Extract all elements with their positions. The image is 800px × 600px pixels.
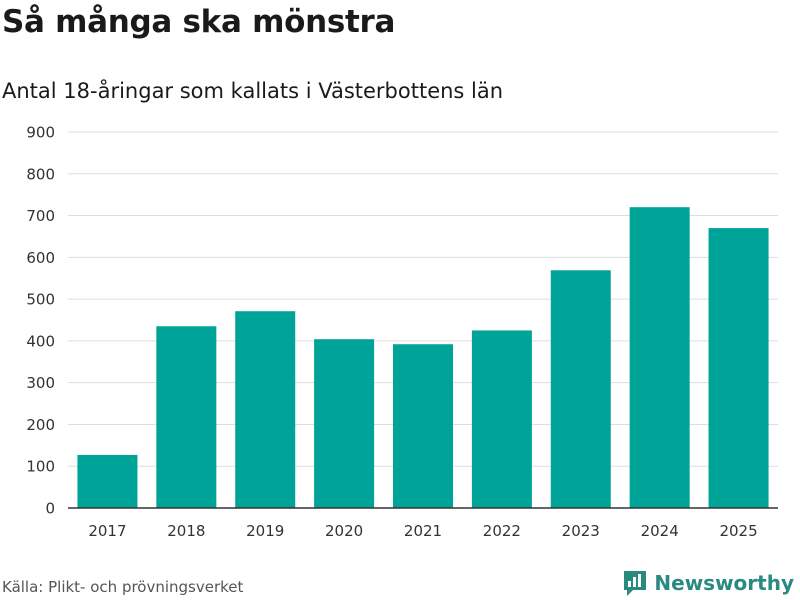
y-tick-label: 600 xyxy=(26,249,55,267)
brand-logo: Newsworthy xyxy=(622,569,794,597)
bar-2024 xyxy=(629,207,690,508)
bar-2025 xyxy=(708,228,769,509)
y-tick-label: 400 xyxy=(26,332,55,350)
brand-name: Newsworthy xyxy=(654,571,794,595)
y-tick-label: 100 xyxy=(26,458,55,476)
source-note: Källa: Plikt- och prövningsverket xyxy=(2,578,244,596)
bar-2021 xyxy=(393,344,453,508)
chart-subtitle: Antal 18-åringar som kallats i Västerbot… xyxy=(2,79,504,103)
y-tick-label: 0 xyxy=(45,500,55,518)
x-tick-label: 2019 xyxy=(246,522,284,540)
bar-2018 xyxy=(156,326,217,508)
y-tick-label: 700 xyxy=(26,207,55,225)
bar-2022 xyxy=(471,330,532,508)
x-tick-label: 2023 xyxy=(562,522,600,540)
chart-title: Så många ska mönstra xyxy=(2,4,396,40)
bar-2017 xyxy=(77,454,138,508)
bar-2019 xyxy=(235,311,296,508)
x-tick-label: 2022 xyxy=(483,522,521,540)
x-tick-label: 2018 xyxy=(167,522,205,540)
bar-2020 xyxy=(314,339,375,508)
newsworthy-logo-icon xyxy=(624,571,647,596)
y-tick-label: 300 xyxy=(26,374,55,392)
bar-2023 xyxy=(550,270,611,508)
y-tick-label: 200 xyxy=(26,416,55,434)
y-tick-label: 800 xyxy=(26,165,55,183)
x-tick-label: 2020 xyxy=(325,522,363,540)
y-tick-label: 500 xyxy=(26,291,55,309)
x-tick-label: 2025 xyxy=(719,522,757,540)
x-tick-label: 2021 xyxy=(404,522,442,540)
x-tick-label: 2017 xyxy=(88,522,126,540)
y-tick-label: 900 xyxy=(26,124,55,142)
x-tick-label: 2024 xyxy=(641,522,679,540)
